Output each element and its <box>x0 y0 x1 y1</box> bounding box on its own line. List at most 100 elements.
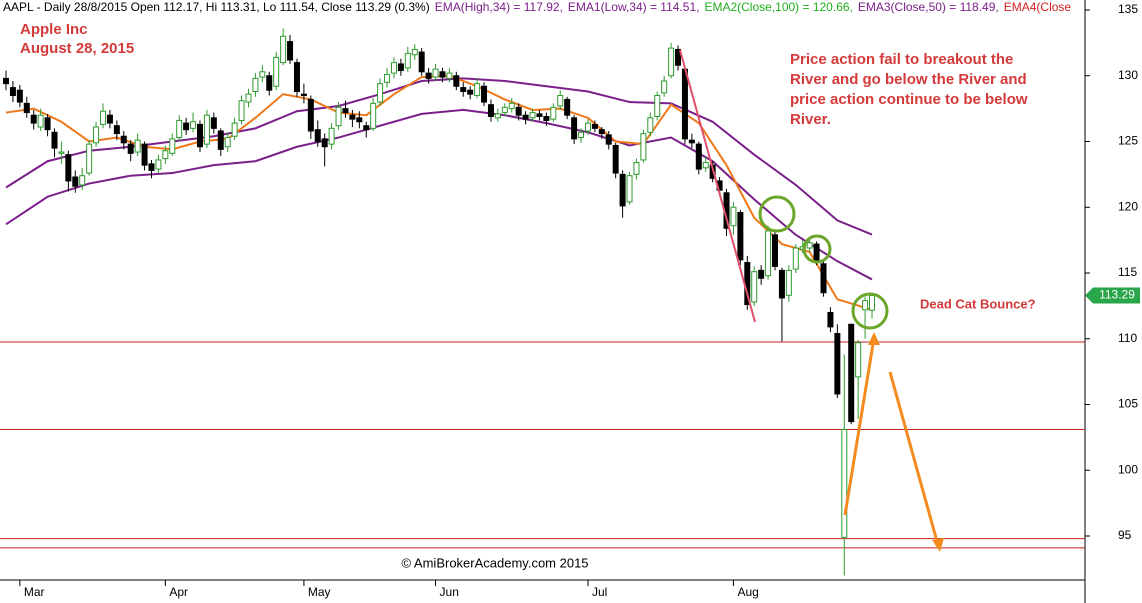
candle-body <box>474 83 481 96</box>
candle-body <box>176 119 183 139</box>
candle-body <box>384 73 391 83</box>
y-tick-label: 100 <box>1118 462 1138 476</box>
candle-body <box>778 269 785 299</box>
candle-body <box>834 332 841 395</box>
candle-body <box>287 41 294 61</box>
x-tick-label: Jul <box>592 585 607 599</box>
candle-body <box>688 139 695 144</box>
candle-body <box>273 56 280 87</box>
candle-body <box>404 52 411 69</box>
candle-body <box>141 143 148 166</box>
candle-body <box>377 83 384 103</box>
arrow-head <box>868 332 880 345</box>
candle-body <box>120 135 127 144</box>
candle-body <box>550 106 557 120</box>
candle-body <box>751 271 758 303</box>
candle-body <box>695 143 702 170</box>
header-part: AAPL - Daily 28/8/2015 Open 112.17, Hi 1… <box>3 0 430 14</box>
candle-body <box>134 139 141 153</box>
candle-body <box>425 72 432 79</box>
highlight-circle <box>758 195 796 233</box>
candle-body <box>9 87 16 96</box>
chart-title: Apple Inc <box>20 21 88 38</box>
candle-body <box>460 87 467 93</box>
header-part: EMA3(Close,50) = 118.49, <box>858 0 999 14</box>
y-tick-label: 130 <box>1118 68 1138 82</box>
highlight-circle <box>851 292 889 330</box>
candle-body <box>668 47 675 77</box>
header: AAPL - Daily 28/8/2015 Open 112.17, Hi 1… <box>3 0 1071 14</box>
candle-body <box>280 35 287 64</box>
candle-body <box>266 75 273 91</box>
candle-body <box>300 93 307 96</box>
candle-body <box>564 98 571 116</box>
candle-body <box>148 163 155 171</box>
y-tick-label: 125 <box>1118 134 1138 148</box>
candle-body <box>584 122 591 132</box>
candle-body <box>397 63 404 71</box>
candle-body <box>446 72 453 79</box>
candle-body <box>647 117 654 133</box>
y-tick-label: 135 <box>1118 2 1138 16</box>
candle-body <box>598 129 605 135</box>
y-tick-label: 95 <box>1118 528 1132 542</box>
candle-body <box>453 75 460 87</box>
candle-body <box>772 234 779 267</box>
candle-body <box>370 102 377 129</box>
candle-body <box>314 129 321 142</box>
candle-body <box>494 113 501 119</box>
candle-body <box>758 269 765 279</box>
candle-body <box>3 77 9 85</box>
x-tick-label: Mar <box>24 585 45 599</box>
candle-body <box>522 114 529 120</box>
candle-body <box>217 130 224 150</box>
highlight-circle <box>802 234 832 264</box>
header-part: EMA4(Close <box>1004 0 1072 14</box>
candle-body <box>231 122 238 137</box>
candle-body <box>467 89 474 95</box>
candle-body <box>162 150 169 160</box>
candle-body <box>536 113 543 118</box>
candle-body <box>529 112 536 119</box>
candle-body <box>51 131 58 149</box>
candle-body <box>730 206 737 227</box>
arrow-head <box>932 538 944 552</box>
annotation: price action continue to be below <box>790 91 1028 108</box>
candle-body <box>293 62 300 93</box>
arrow <box>888 371 940 546</box>
candle-body <box>626 175 633 203</box>
candle-body <box>487 104 494 118</box>
candle-body <box>252 77 259 93</box>
candle-body <box>349 114 356 120</box>
annotation: River and go below the River and <box>790 71 1027 88</box>
x-tick-label: May <box>308 585 331 599</box>
header-part: EMA(High,34) = 117.92, <box>435 0 563 14</box>
candle-body <box>737 212 744 261</box>
annotation: Price action fail to breakout the <box>790 51 1013 68</box>
y-tick-label: 105 <box>1118 397 1138 411</box>
candle-body <box>508 102 515 110</box>
candle-body <box>65 154 72 182</box>
header-part: EMA1(Low,34) = 114.51, <box>568 0 700 14</box>
candle-body <box>820 263 827 294</box>
candle-body <box>390 62 397 74</box>
candle-body <box>72 176 79 187</box>
price-tag <box>1085 287 1140 304</box>
candle-body <box>37 114 44 128</box>
candle-body <box>307 98 314 132</box>
candle-body <box>765 230 772 277</box>
candle-body <box>619 173 626 207</box>
candle-body <box>813 243 820 262</box>
candle-body <box>106 114 113 124</box>
candle-body <box>432 68 439 78</box>
candle-body <box>605 134 612 145</box>
arrow <box>843 337 876 516</box>
candle-body <box>481 85 488 103</box>
callout: Dead Cat Bounce? <box>920 296 1036 311</box>
candle-body <box>418 51 425 73</box>
candle-body <box>210 117 217 129</box>
candle-body <box>127 143 134 154</box>
candle-body <box>16 89 23 103</box>
candle-body <box>93 126 100 144</box>
candle-body <box>571 117 578 140</box>
